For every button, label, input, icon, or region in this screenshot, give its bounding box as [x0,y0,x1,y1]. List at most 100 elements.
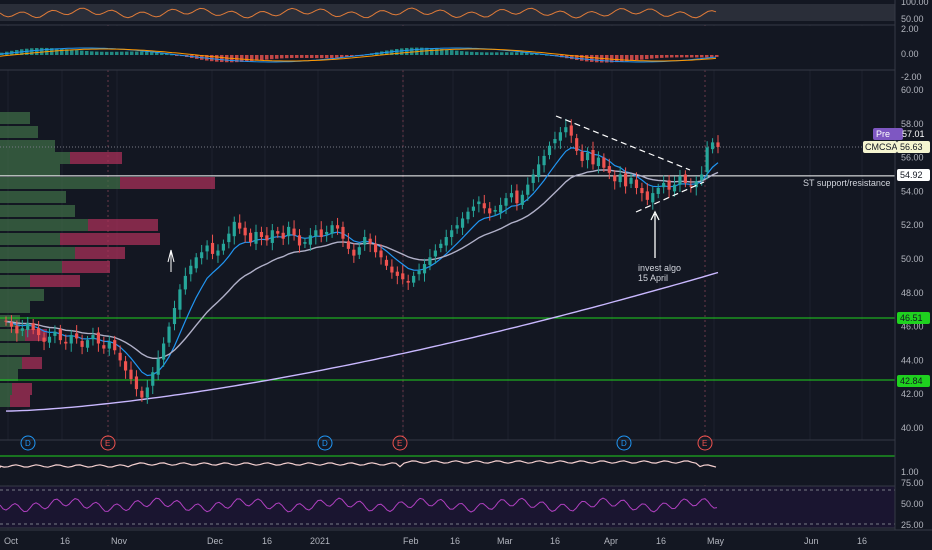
candle-body-7[interactable] [42,337,46,342]
candle-body-49[interactable] [270,230,274,243]
candle-body-106[interactable] [580,151,584,161]
candle-body-1[interactable] [9,322,14,327]
candle-body-70[interactable] [384,259,389,266]
candle-body-19[interactable] [107,341,111,349]
candle-body-83[interactable] [455,225,459,229]
candle-body-25[interactable] [140,390,144,398]
candle-body-43[interactable] [238,222,242,229]
candle-body-58[interactable] [319,229,323,238]
candle-body-112[interactable] [613,175,617,182]
candle-body-76[interactable] [417,270,421,275]
candle-body-48[interactable] [265,235,269,241]
candle-body-40[interactable] [221,243,226,251]
candle-body-74[interactable] [406,280,410,283]
candle-body-98[interactable] [537,164,541,178]
candle-body-32[interactable] [178,289,182,310]
candle-body-111[interactable] [607,166,611,173]
candle-body-118[interactable] [645,191,649,200]
candle-body-124[interactable] [678,176,682,185]
candle-body-21[interactable] [118,352,122,361]
candle-body-91[interactable] [498,204,503,213]
candle-body-53[interactable] [292,228,296,236]
candle-body-125[interactable] [683,174,687,183]
candle-body-9[interactable] [53,331,57,336]
event-marker-3[interactable]: E [392,435,408,451]
candle-body-101[interactable] [553,139,557,144]
candle-body-38[interactable] [210,242,215,254]
candle-body-78[interactable] [428,257,432,265]
candle-body-126[interactable] [689,185,693,187]
candle-body-33[interactable] [183,275,187,290]
candle-body-81[interactable] [444,237,448,246]
candle-body-109[interactable] [596,157,601,167]
candle-body-130[interactable] [710,142,715,150]
candle-body-120[interactable] [656,188,660,194]
candle-body-119[interactable] [651,193,655,203]
candle-body-80[interactable] [439,243,443,249]
candle-body-96[interactable] [526,184,530,195]
candle-body-13[interactable] [75,333,79,339]
candle-body-99[interactable] [542,155,546,166]
candle-body-20[interactable] [113,340,117,351]
candle-body-61[interactable] [335,225,340,229]
candle-body-18[interactable] [102,345,106,349]
candle-body-73[interactable] [401,273,405,280]
candle-body-60[interactable] [330,225,334,234]
candle-body-116[interactable] [634,179,639,189]
candle-body-104[interactable] [569,125,573,136]
candle-body-68[interactable] [373,243,378,253]
candle-body-11[interactable] [64,341,68,344]
candle-body-29[interactable] [162,343,166,360]
candle-body-16[interactable] [91,335,95,340]
candle-body-26[interactable] [145,387,149,398]
candle-body-84[interactable] [460,218,465,228]
event-marker-0[interactable]: D [20,435,36,451]
candle-body-82[interactable] [450,230,454,238]
candle-body-110[interactable] [602,157,606,168]
horizontal-levels[interactable] [0,146,895,381]
candle-body-103[interactable] [564,127,568,133]
candle-body-69[interactable] [379,250,383,258]
candle-body-117[interactable] [640,188,644,194]
candle-body-30[interactable] [167,326,171,343]
event-marker-4[interactable]: D [616,435,632,451]
candle-body-108[interactable] [591,149,595,165]
candle-body-72[interactable] [395,271,399,276]
candle-body-107[interactable] [585,152,590,161]
candle-body-123[interactable] [672,184,677,192]
wedge-lower-trendline[interactable] [635,181,705,213]
candle-body-62[interactable] [341,226,345,239]
candle-body-57[interactable] [314,230,318,237]
candle-body-89[interactable] [488,208,492,214]
candle-body-121[interactable] [662,182,666,188]
time-axis[interactable]: Oct 16 Nov Dec 16 2021 Feb 16 Mar 16 Apr 16 May Jun 16 [0,529,932,550]
candle-body-114[interactable] [624,173,628,187]
candle-body-97[interactable] [531,174,535,183]
candle-body-50[interactable] [276,231,280,234]
candle-body-75[interactable] [412,275,416,283]
candle-body-56[interactable] [308,235,312,245]
candle-body-3[interactable] [20,328,24,331]
candle-body-39[interactable] [216,250,220,256]
event-marker-1[interactable]: E [100,435,116,451]
candle-body-95[interactable] [520,194,524,205]
event-marker-5[interactable]: E [697,435,713,451]
trendline-drawings[interactable] [167,115,705,272]
candle-body-63[interactable] [346,241,351,249]
candle-body-87[interactable] [477,201,481,205]
candle-body-2[interactable] [15,325,19,334]
candle-body-37[interactable] [205,245,209,252]
candle-body-128[interactable] [700,174,704,181]
candle-body-54[interactable] [297,235,302,246]
candle-body-59[interactable] [325,231,329,235]
candle-body-24[interactable] [134,376,139,390]
event-marker-2[interactable]: D [317,435,333,451]
candle-body-77[interactable] [422,264,427,274]
candle-body-105[interactable] [575,138,579,151]
candle-body-65[interactable] [357,247,361,255]
candle-body-4[interactable] [26,323,30,330]
candle-body-10[interactable] [58,329,62,341]
candle-body-92[interactable] [504,198,508,206]
candle-body-42[interactable] [232,221,236,237]
